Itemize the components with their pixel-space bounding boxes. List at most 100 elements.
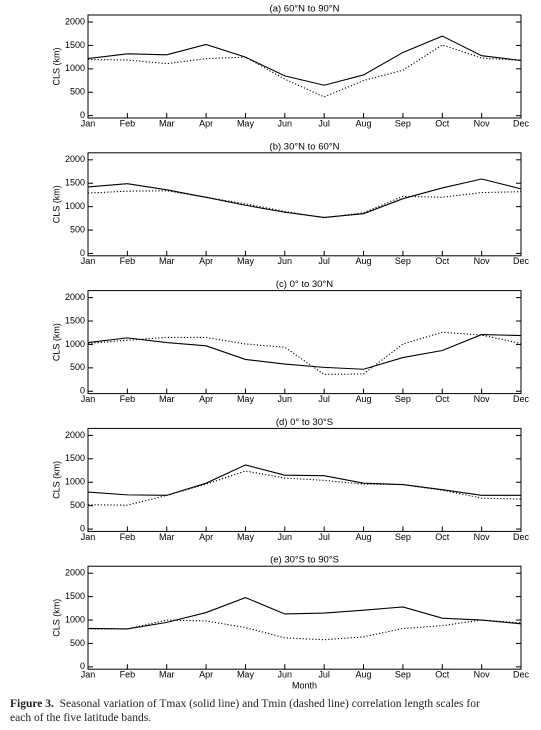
x-tick-label: Oct: [435, 118, 450, 128]
y-tick-label: 500: [70, 87, 85, 97]
caption: Figure 3. Seasonal variation of Tmax (so…: [10, 697, 541, 725]
series-line: [87, 44, 522, 98]
x-tick-label: May: [237, 532, 255, 542]
x-tick-label: Apr: [199, 532, 213, 542]
panel-title: (a) 60°N to 90°N: [270, 4, 340, 15]
x-tick-label: Aug: [356, 532, 372, 542]
x-tick-label: Jun: [278, 670, 293, 680]
x-tick-label: Apr: [199, 394, 213, 404]
x-tick-label: Nov: [474, 670, 491, 680]
x-tick-label: May: [237, 256, 255, 266]
series-line: [87, 178, 522, 218]
x-tick-label: Jul: [318, 118, 330, 128]
x-tick-label: Dec: [513, 532, 530, 542]
x-tick-label: Mar: [159, 256, 175, 266]
x-tick-label: Nov: [474, 256, 491, 266]
plot-frame: [87, 427, 522, 532]
y-tick-label: 2000: [65, 430, 85, 440]
y-tick-label: 1000: [65, 477, 85, 487]
y-tick-label: 2000: [65, 154, 85, 164]
plot-frame: [87, 290, 522, 395]
x-tick-label: Apr: [199, 670, 213, 680]
x-tick-label: Jul: [318, 670, 330, 680]
x-tick-label: May: [237, 118, 255, 128]
caption-line: Figure 3. Seasonal variation of Tmax (so…: [10, 697, 541, 711]
x-tick-label: Sep: [395, 256, 411, 266]
y-tick-label: 0: [80, 661, 85, 671]
y-tick-label: 1500: [65, 453, 85, 463]
x-tick-label: Dec: [513, 118, 530, 128]
y-tick-label: 2000: [65, 568, 85, 578]
series-line: [87, 35, 522, 86]
x-tick-label: Apr: [199, 256, 213, 266]
y-tick-label: 1000: [65, 614, 85, 624]
y-tick-label: 500: [70, 224, 85, 234]
x-tick-label: Feb: [120, 256, 136, 266]
x-tick-label: Feb: [120, 670, 136, 680]
y-axis-label: CLS (km): [51, 461, 61, 499]
x-tick-label: Oct: [435, 670, 450, 680]
series-line: [87, 596, 522, 630]
panel-title: (b) 30°N to 60°N: [270, 141, 340, 152]
x-tick-label: Nov: [474, 532, 491, 542]
x-tick-label: May: [237, 670, 255, 680]
series-line: [87, 334, 522, 370]
x-tick-label: Mar: [159, 670, 175, 680]
x-tick-label: Oct: [435, 394, 450, 404]
x-axis-label: Month: [292, 681, 317, 691]
x-tick-label: Oct: [435, 532, 450, 542]
x-tick-label: Aug: [356, 256, 372, 266]
plot-frame: [87, 14, 522, 119]
y-tick-label: 0: [80, 523, 85, 533]
x-tick-label: Dec: [513, 256, 530, 266]
y-axis-label: CLS (km): [51, 185, 61, 223]
y-tick-label: 1500: [65, 315, 85, 325]
y-tick-label: 2000: [65, 16, 85, 26]
x-tick-label: Jun: [278, 532, 293, 542]
y-tick-label: 1500: [65, 591, 85, 601]
panel-title: (d) 0° to 30°S: [276, 417, 333, 428]
plot-frame: [87, 565, 522, 670]
x-tick-label: Nov: [474, 394, 491, 404]
chart: (a) 60°N to 90°N CLS (km) 0 500 1000 1500 2000…: [51, 4, 530, 691]
x-tick-label: Jun: [278, 256, 293, 266]
series-line: [87, 470, 522, 506]
x-tick-label: Aug: [356, 118, 372, 128]
x-tick-label: Jan: [81, 256, 96, 266]
x-tick-label: Jan: [81, 532, 96, 542]
y-tick-label: 1000: [65, 339, 85, 349]
series-line: [88, 619, 522, 641]
plot-frame: [87, 152, 522, 257]
y-axis-label: CLS (km): [51, 323, 61, 361]
series-line: [87, 190, 522, 219]
x-tick-label: Jul: [318, 394, 330, 404]
x-tick-label: Dec: [513, 670, 530, 680]
x-tick-label: Jun: [278, 394, 293, 404]
x-tick-label: Sep: [395, 394, 411, 404]
x-tick-label: Jan: [81, 394, 96, 404]
series-line: [87, 464, 521, 496]
y-tick-label: 0: [80, 110, 85, 120]
caption-text: Seasonal variation of Tmax (solid line) …: [59, 698, 480, 710]
y-tick-label: 500: [70, 638, 85, 648]
x-tick-label: Jan: [81, 670, 96, 680]
x-tick-label: Jul: [318, 256, 330, 266]
y-tick-label: 500: [70, 500, 85, 510]
x-tick-label: Mar: [159, 532, 175, 542]
x-tick-label: Sep: [395, 118, 411, 128]
x-tick-label: Oct: [435, 256, 450, 266]
panel-title: (c) 0° to 30°N: [276, 279, 333, 290]
x-tick-label: Nov: [474, 118, 491, 128]
x-tick-label: Mar: [159, 394, 175, 404]
y-axis-label: CLS (km): [51, 599, 61, 637]
y-tick-label: 1000: [65, 63, 85, 73]
y-tick-label: 0: [80, 248, 85, 258]
y-tick-label: 1000: [65, 201, 85, 211]
y-tick-label: 2000: [65, 292, 85, 302]
y-tick-label: 1500: [65, 178, 85, 188]
x-tick-label: Jan: [81, 118, 96, 128]
x-tick-label: Mar: [159, 118, 175, 128]
x-tick-label: Sep: [395, 532, 411, 542]
y-axis-label: CLS (km): [51, 47, 61, 85]
